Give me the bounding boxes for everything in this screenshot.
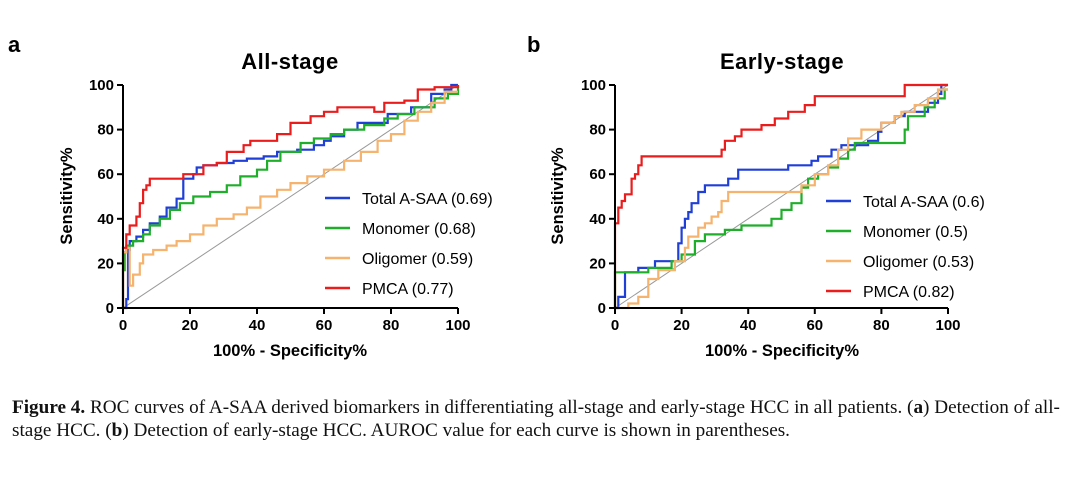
panel-a-y-tick-label: 0 (106, 300, 114, 317)
roc-figure: a All-stage 0 20 40 60 80 100 0 20 40 60 80 100 Tota… (0, 0, 1080, 392)
panel-b-x-tick-label: 60 (806, 317, 823, 334)
panel-a-ylabel: Sensitivity% (58, 147, 76, 245)
panel-b-y-tick-label: 20 (589, 255, 606, 272)
panel-b-ylabel: Sensitivity% (549, 147, 567, 245)
panel-a-y-tick-label: 100 (89, 77, 114, 94)
caption-label: Figure 4. (12, 397, 85, 418)
panel-b-xlabel: 100% - Specificity% (705, 342, 859, 360)
panel-b-x-tick-label: 20 (673, 317, 690, 334)
panel-b-legend-label: Total A-SAA (0.6) (863, 194, 985, 211)
panel-a-title: All-stage (241, 49, 338, 74)
panel-a-letter: a (8, 32, 21, 57)
panel-b-x-tick-label: 40 (740, 317, 757, 334)
panel-b-y-tick-label: 80 (589, 122, 606, 139)
panel-a-legend-label: Monomer (0.68) (362, 221, 476, 238)
panel-a-x-tick-label: 0 (119, 317, 127, 334)
panel-a-x-tick-label: 60 (316, 317, 333, 334)
panel-a-x-tick-label: 80 (383, 317, 400, 334)
panel-a-legend-label: Oligomer (0.59) (362, 251, 473, 268)
panel-a-y-tick-label: 60 (97, 166, 114, 183)
panel-a-x-tick-label: 20 (182, 317, 199, 334)
panel-a-y-tick-label: 80 (97, 122, 114, 139)
figure-caption: Figure 4. ROC curves of A-SAA derived bi… (12, 396, 1074, 442)
panel-a-x-tick-label: 100 (445, 317, 470, 334)
caption-bold-a: a (913, 397, 923, 418)
panel-b-y-tick-label: 40 (589, 211, 606, 228)
panel-a-y-tick-label: 40 (97, 211, 114, 228)
caption-text-1: ROC curves of A-SAA derived biomarkers i… (85, 397, 913, 418)
panel-b-letter: b (527, 32, 540, 57)
panel-b-legend-label: PMCA (0.82) (863, 284, 955, 301)
panel-b-legend-label: Monomer (0.5) (863, 224, 968, 241)
panel-b-y-tick-label: 0 (598, 300, 606, 317)
caption-bold-b: b (112, 420, 123, 441)
panel-b: b Early-stage 0 20 40 60 80 100 0 20 40 60 80 100 To… (527, 32, 985, 360)
panel-b-plot: 0 20 40 60 80 100 0 20 40 60 80 100 Total A-SAA (0.6… (581, 77, 985, 334)
panel-b-x-tick-label: 80 (873, 317, 890, 334)
panel-b-y-tick-label: 60 (589, 166, 606, 183)
panel-a: a All-stage 0 20 40 60 80 100 0 20 40 60 80 100 Tota… (8, 32, 493, 360)
panel-a-legend-label: Total A-SAA (0.69) (362, 191, 493, 208)
panel-b-title: Early-stage (720, 49, 844, 74)
panel-b-x-tick-label: 0 (611, 317, 619, 334)
panel-a-x-tick-label: 40 (249, 317, 266, 334)
caption-text-3: ) Detection of early-stage HCC. AUROC va… (122, 420, 790, 441)
panel-b-legend-label: Oligomer (0.53) (863, 254, 974, 271)
panel-a-plot: 0 20 40 60 80 100 0 20 40 60 80 100 Total A-SAA (0.6… (89, 77, 493, 334)
panel-a-legend-label: PMCA (0.77) (362, 281, 454, 298)
panel-a-xlabel: 100% - Specificity% (213, 342, 367, 360)
panel-a-y-tick-label: 20 (97, 255, 114, 272)
panel-b-x-tick-label: 100 (935, 317, 960, 334)
panel-b-y-tick-label: 100 (581, 77, 606, 94)
